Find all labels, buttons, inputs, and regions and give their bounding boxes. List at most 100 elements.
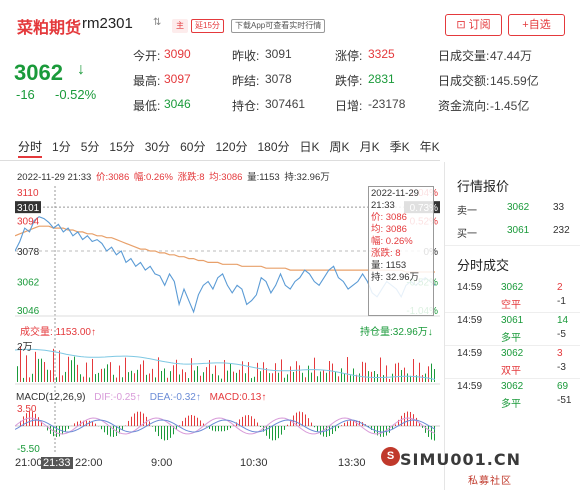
- volume-bar: [62, 375, 63, 382]
- trade-time: 14:59: [457, 315, 483, 326]
- trade-qty: 3: [557, 348, 563, 359]
- volume-bar: [356, 374, 357, 382]
- macd-bar: [92, 421, 93, 426]
- tab-9[interactable]: 周K: [329, 140, 350, 154]
- macd-bar: [47, 426, 48, 431]
- volume-bar: [47, 369, 48, 382]
- macd-bar: [65, 426, 66, 432]
- tab-11[interactable]: 季K: [389, 140, 410, 154]
- volume-bar: [29, 377, 30, 382]
- volume-bar: [152, 368, 153, 382]
- macd-bar: [170, 426, 171, 438]
- volume-bar: [194, 370, 195, 382]
- trade-divider: [445, 345, 580, 346]
- macd-bar: [296, 412, 297, 426]
- tooltip-updown: 涨跌: 8: [371, 248, 401, 259]
- macd-bar: [137, 411, 138, 426]
- volume-bar: [38, 358, 39, 382]
- macd-bar: [302, 412, 303, 426]
- tab-5[interactable]: 60分: [180, 140, 206, 154]
- macd-dif: DIF:-0.25↑: [94, 392, 141, 403]
- trade-type: 多平: [501, 399, 521, 410]
- tab-1[interactable]: 1分: [52, 140, 71, 154]
- volume-bar: [17, 366, 18, 382]
- trade-price: 3062: [501, 381, 524, 392]
- macd-bar: [329, 426, 330, 437]
- macd-bar: [239, 419, 240, 426]
- info-avg: 均:3086: [209, 172, 243, 183]
- stat-label: 持仓:: [232, 99, 260, 113]
- volume-bar: [272, 373, 273, 382]
- macd-bar: [218, 426, 219, 432]
- subscribe-label: 订阅: [468, 19, 491, 31]
- macd-bar: [335, 426, 336, 432]
- time-tick: 22:00: [75, 457, 103, 469]
- volume-bar: [296, 361, 297, 382]
- stat-value: 47.44万: [490, 49, 533, 63]
- volume-bar: [326, 372, 327, 382]
- time-tick: 21:33: [41, 457, 73, 469]
- macd-bar: [299, 411, 300, 426]
- macd-bar: [32, 411, 33, 426]
- volume-bar: [299, 365, 300, 382]
- volume-bar: [56, 377, 57, 382]
- tab-8[interactable]: 日K: [299, 140, 320, 154]
- trade-type: 双平: [501, 366, 521, 377]
- macd-bar: [164, 426, 165, 441]
- volume-bar: [302, 372, 303, 382]
- trade-price: 3062: [501, 282, 524, 293]
- macd-bar: [140, 411, 141, 426]
- switch-contract-icon[interactable]: ⇅: [153, 17, 162, 28]
- macd-bar: [308, 418, 309, 426]
- tooltip-amp: 幅: 0.26%: [371, 236, 413, 247]
- macd-bar: [347, 421, 348, 426]
- tab-7[interactable]: 180分: [257, 140, 290, 154]
- trade-type: 空平: [501, 300, 521, 311]
- volume-bar: [368, 371, 369, 382]
- macd-bar: [404, 412, 405, 426]
- volume-bar: [89, 377, 90, 382]
- add-watchlist-button[interactable]: +自选: [508, 14, 565, 36]
- tab-3[interactable]: 15分: [109, 140, 135, 154]
- trade-time: 14:59: [457, 348, 483, 359]
- macd-bar: [401, 415, 402, 426]
- macd-bar: [254, 418, 255, 426]
- dif-line: [15, 417, 436, 435]
- volume-bar: [131, 370, 132, 382]
- macd-bar: [143, 413, 144, 426]
- volume-bar: [191, 358, 192, 382]
- bell-icon: ⊡: [456, 19, 466, 31]
- tab-10[interactable]: 月K: [359, 140, 380, 154]
- macd-bar: [155, 426, 156, 432]
- stat-label: 日增:: [335, 99, 363, 113]
- volume-bar: [164, 368, 165, 382]
- volume-bar: [317, 376, 318, 382]
- macd-bar: [359, 420, 360, 426]
- tab-6[interactable]: 120分: [215, 140, 248, 154]
- subscribe-button[interactable]: ⊡ 订阅: [445, 14, 502, 36]
- macd-bar: [176, 426, 177, 430]
- macd-bar: [56, 426, 57, 437]
- watermark-sub: 私募社区: [468, 476, 512, 487]
- macd-bar: [203, 423, 204, 426]
- tooltip-price: 价: 3086: [371, 212, 407, 223]
- macd-bar: [407, 411, 408, 426]
- macd-bar: [113, 426, 114, 437]
- tab-2[interactable]: 5分: [80, 140, 100, 154]
- info-price: 价:3086: [95, 172, 130, 183]
- trade-time: 14:59: [457, 381, 483, 392]
- macd-bar: [245, 415, 246, 426]
- tab-12[interactable]: 年K: [419, 140, 440, 154]
- tab-0[interactable]: 分时: [18, 138, 43, 158]
- download-app-link[interactable]: 下载App可查看实时行情: [231, 19, 326, 33]
- macd-bar: [410, 411, 411, 426]
- stat-label: 最高:: [133, 74, 161, 88]
- volume-bar: [350, 375, 351, 382]
- page-title: 菜粕期货: [17, 20, 82, 37]
- volume-bar: [188, 378, 189, 382]
- tab-4[interactable]: 30分: [144, 140, 171, 154]
- stat-label: 最低:: [133, 99, 161, 113]
- volume-bar: [23, 377, 24, 382]
- contract-code: rm2301: [82, 15, 133, 32]
- volume-bar: [116, 377, 117, 382]
